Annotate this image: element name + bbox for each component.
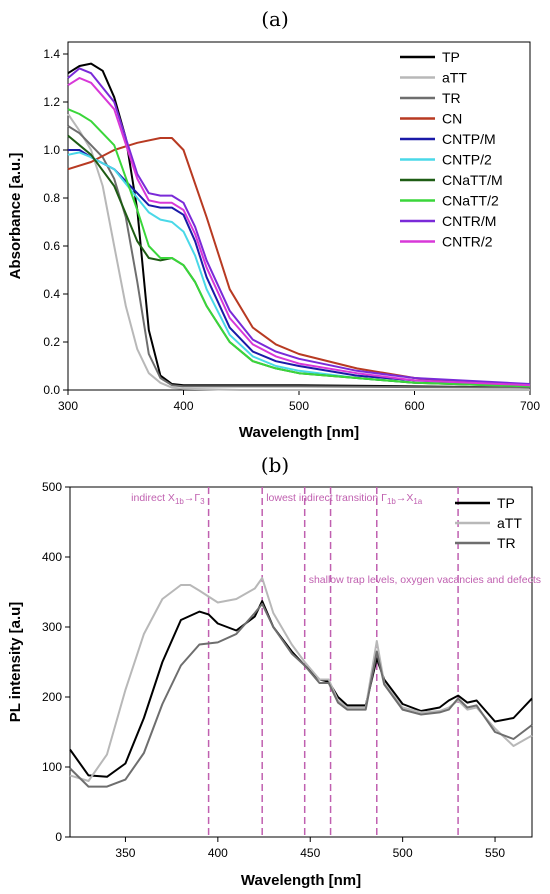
x-tick-label: 550 — [485, 846, 505, 860]
y-axis-title-a: Absorbance [a.u.] — [7, 153, 24, 280]
legend-label: TR — [497, 535, 516, 551]
y-tick-label: 0.8 — [43, 191, 60, 205]
y-tick-label: 500 — [42, 480, 62, 494]
x-tick-label: 600 — [404, 399, 424, 413]
x-tick-label: 450 — [300, 846, 320, 860]
legend-label: CNTR/M — [442, 213, 496, 229]
x-tick-label: 400 — [208, 846, 228, 860]
series-line-cntr-m — [67, 67, 531, 385]
y-tick-label: 100 — [42, 760, 62, 774]
axis-ticks-a: 300 400 500 600 700 0.0 0.2 0.4 0.6 0.8 1.0 1.2 1.4 — [43, 47, 540, 413]
y-tick-label: 1.0 — [43, 143, 60, 157]
panel-a: 300 400 500 600 7000.00.20.40.60.81.01.21.4 … — [7, 41, 540, 441]
x-tick-label: 500 — [393, 846, 413, 860]
series-line-cntp-2 — [67, 151, 531, 387]
series-line-tp — [67, 62, 531, 389]
x-axis-title-b: Wavelength [nm] — [241, 872, 361, 889]
legend-label: CNaTT/2 — [442, 193, 499, 209]
x-tick-label: 300 — [58, 399, 78, 413]
y-tick-label: 300 — [42, 620, 62, 634]
y-tick-label: 1.4 — [43, 47, 60, 61]
panel-label-b: (b) — [261, 453, 289, 477]
legend-label: CNTP/2 — [442, 152, 492, 168]
x-tick-label: 400 — [173, 399, 193, 413]
series-line-att — [69, 577, 533, 782]
y-tick-label: 0.2 — [43, 335, 60, 349]
legend-label: aTT — [497, 515, 522, 531]
series-lines-b — [69, 577, 533, 788]
y-tick-label: 1.2 — [43, 95, 60, 109]
legend-label: TP — [497, 495, 515, 511]
legend-label: TP — [442, 49, 460, 65]
x-tick-label: 700 — [520, 399, 540, 413]
axis-ticks-b: 350 400 450 500 550 0 100 200 300 400 500 — [42, 480, 505, 860]
series-line-tr — [69, 602, 533, 788]
series-line-cnatt-2 — [67, 108, 531, 388]
panel-b: indirect X1b→Γ3 lowest indirect transitio… — [7, 480, 541, 889]
plot-frame-b — [69, 486, 533, 838]
series-line-tp — [69, 600, 533, 778]
legend-label: CNTR/2 — [442, 234, 493, 250]
panel-label-a: (a) — [261, 7, 289, 31]
legend-label: CNTP/M — [442, 131, 496, 147]
y-tick-label: 400 — [42, 550, 62, 564]
series-lines-a — [67, 62, 531, 391]
reference-lines-b: indirect X1b→Γ3 lowest indirect transitio… — [131, 487, 541, 837]
y-axis-title-b: PL intensity [a.u] — [7, 602, 24, 723]
y-tick-label: 0.6 — [43, 239, 60, 253]
legend-b: TP aTT TR — [455, 495, 522, 551]
y-tick-label: 0.0 — [43, 383, 60, 397]
legend-a: TP aTT TR CN CNTP/M CNTP/2 CNaTT/M CNaTT/2 CNTR/… — [400, 49, 503, 250]
annotation-label: indirect X1b→Γ3 — [131, 492, 205, 506]
x-tick-label: 350 — [115, 846, 135, 860]
series-line-tr — [67, 125, 531, 389]
series-line-att — [67, 113, 530, 391]
legend-label: aTT — [442, 70, 467, 86]
y-tick-label: 0 — [55, 830, 62, 844]
x-tick-label: 500 — [289, 399, 309, 413]
y-tick-label: 200 — [42, 690, 62, 704]
legend-label: CN — [442, 111, 462, 127]
annotation-label: shallow trap levels, oxygen vacancies an… — [309, 574, 541, 586]
annotation-label: lowest indirect transition Γ1b→X1a — [266, 492, 423, 506]
legend-label: TR — [442, 90, 461, 106]
legend-label: CNaTT/M — [442, 172, 503, 188]
series-line-cntr-2 — [67, 77, 531, 387]
x-axis-title-a: Wavelength [nm] — [239, 424, 359, 441]
y-tick-label: 0.4 — [43, 287, 60, 301]
